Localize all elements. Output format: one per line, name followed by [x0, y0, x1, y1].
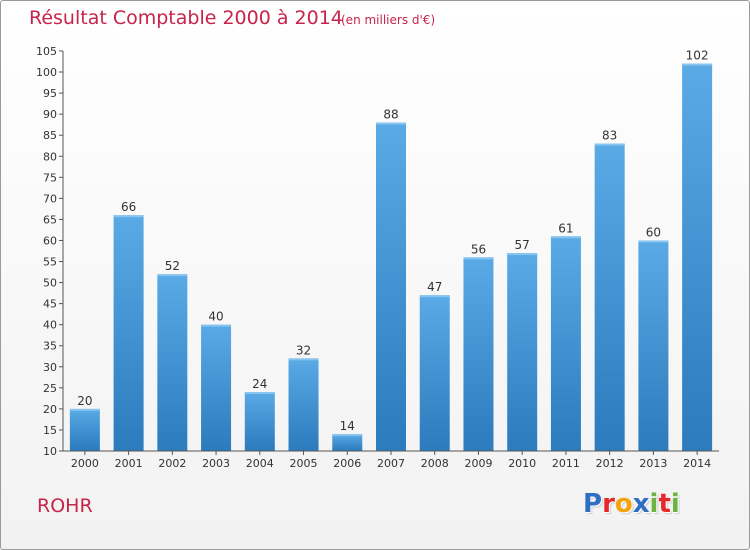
y-tick-label: 65: [43, 213, 57, 226]
bar-2014: [682, 63, 713, 451]
x-tick-label-2001: 2001: [115, 457, 143, 470]
bar-2003: [201, 324, 232, 451]
logo-letter: x: [632, 489, 650, 519]
y-tick-label: 25: [43, 382, 57, 395]
x-tick-label-2002: 2002: [158, 457, 186, 470]
y-tick-label: 95: [43, 87, 57, 100]
bar-2000: [69, 408, 100, 451]
bar-2013: [638, 240, 669, 451]
y-tick-label: 60: [43, 234, 57, 247]
logo-letter: P: [583, 489, 603, 519]
value-label-2011: 61: [558, 221, 573, 235]
bar-top-highlight: [550, 236, 581, 239]
bar-2008: [419, 295, 450, 451]
bar-2005: [288, 358, 319, 451]
bar-top-highlight: [638, 240, 669, 243]
x-tick-label-2003: 2003: [202, 457, 230, 470]
x-tick-label-2010: 2010: [508, 457, 536, 470]
x-tick-label-2013: 2013: [639, 457, 667, 470]
bar-top-highlight: [201, 324, 232, 327]
bar-top-highlight: [376, 122, 406, 125]
logo-letter: t: [658, 489, 671, 519]
x-tick-label-2006: 2006: [333, 457, 361, 470]
y-tick-label: 85: [43, 129, 57, 142]
bar-2011: [550, 236, 581, 451]
y-tick-label: 45: [43, 298, 57, 311]
bar-2006: [332, 434, 363, 451]
bar-2010: [507, 253, 538, 451]
logo-letter: i: [649, 489, 659, 519]
value-label-2012: 83: [602, 129, 617, 143]
y-tick-label: 90: [43, 108, 57, 121]
value-label-2004: 24: [252, 377, 267, 391]
bar-top-highlight: [157, 274, 188, 277]
y-tick-label: 35: [43, 340, 57, 353]
bars: 20 66 52 40 24 32 14 88 47 56 57 61 83 60 102: [69, 49, 713, 451]
y-tick-label: 20: [43, 403, 57, 416]
bar-2002: [157, 274, 188, 451]
bar-top-highlight: [682, 63, 713, 66]
proxiti-logo: Proxiti: [583, 489, 680, 519]
y-tick-label: 75: [43, 171, 57, 184]
value-label-2008: 47: [427, 280, 442, 294]
bar-2004: [244, 392, 275, 451]
logo-letter: r: [602, 489, 615, 519]
y-tick-label: 15: [43, 424, 57, 437]
bar-top-highlight: [507, 253, 538, 256]
value-label-2013: 60: [646, 225, 661, 239]
bar-2009: [463, 257, 494, 451]
value-label-2009: 56: [471, 242, 486, 256]
x-tick-label-2014: 2014: [683, 457, 711, 470]
value-label-2007: 88: [383, 108, 398, 122]
y-tick-label: 55: [43, 256, 57, 269]
y-tick-label: 70: [43, 192, 57, 205]
y-tick-label: 50: [43, 277, 57, 290]
x-tick-label-2005: 2005: [290, 457, 318, 470]
value-label-2006: 14: [340, 419, 355, 433]
x-tick-label-2007: 2007: [377, 457, 405, 470]
y-tick-label: 105: [36, 45, 57, 58]
x-tick-label-2012: 2012: [596, 457, 624, 470]
y-tick-label: 80: [43, 150, 57, 163]
bar-top-highlight: [288, 358, 319, 361]
y-axis: 10 15 20 25 30 35 40 45 50 55 60 65 70 75 80 85 90 95 100 1…: [36, 45, 64, 458]
x-tick-label-2004: 2004: [246, 457, 274, 470]
y-tick-label: 10: [43, 445, 57, 458]
value-label-2002: 52: [165, 259, 180, 273]
value-label-2014: 102: [686, 49, 709, 63]
chart-title: Résultat Comptable 2000 à 2014: [29, 7, 343, 29]
bar-top-highlight: [419, 295, 450, 298]
x-tick-label-2011: 2011: [552, 457, 580, 470]
bar-top-highlight: [594, 143, 625, 146]
commune-name: ROHR: [37, 495, 93, 517]
bar-top-highlight: [69, 408, 100, 411]
logo-letter: i: [670, 489, 680, 519]
y-tick-label: 100: [36, 66, 57, 79]
value-label-2001: 66: [121, 200, 136, 214]
value-label-2005: 32: [296, 343, 311, 357]
x-tick-label-2008: 2008: [421, 457, 449, 470]
y-tick-label: 40: [43, 319, 57, 332]
bar-top-highlight: [113, 215, 144, 218]
value-label-2010: 57: [515, 238, 530, 252]
bar-top-highlight: [463, 257, 494, 260]
x-tick-label-2009: 2009: [464, 457, 492, 470]
bar-top-highlight: [332, 434, 363, 437]
x-axis: 2000 2001 2002 2003 2004 2005 2006 2007 2008 2009…: [63, 450, 719, 470]
y-tick-label: 30: [43, 361, 57, 374]
bar-2012: [594, 143, 625, 451]
chart-subtitle: (en milliers d'€): [341, 13, 436, 27]
bar-2001: [113, 215, 144, 451]
x-tick-label-2000: 2000: [71, 457, 99, 470]
bar-2007: [376, 122, 406, 451]
value-label-2000: 20: [77, 394, 92, 408]
value-label-2003: 40: [208, 310, 223, 324]
bar-top-highlight: [244, 392, 275, 395]
logo-letter: o: [614, 489, 633, 519]
